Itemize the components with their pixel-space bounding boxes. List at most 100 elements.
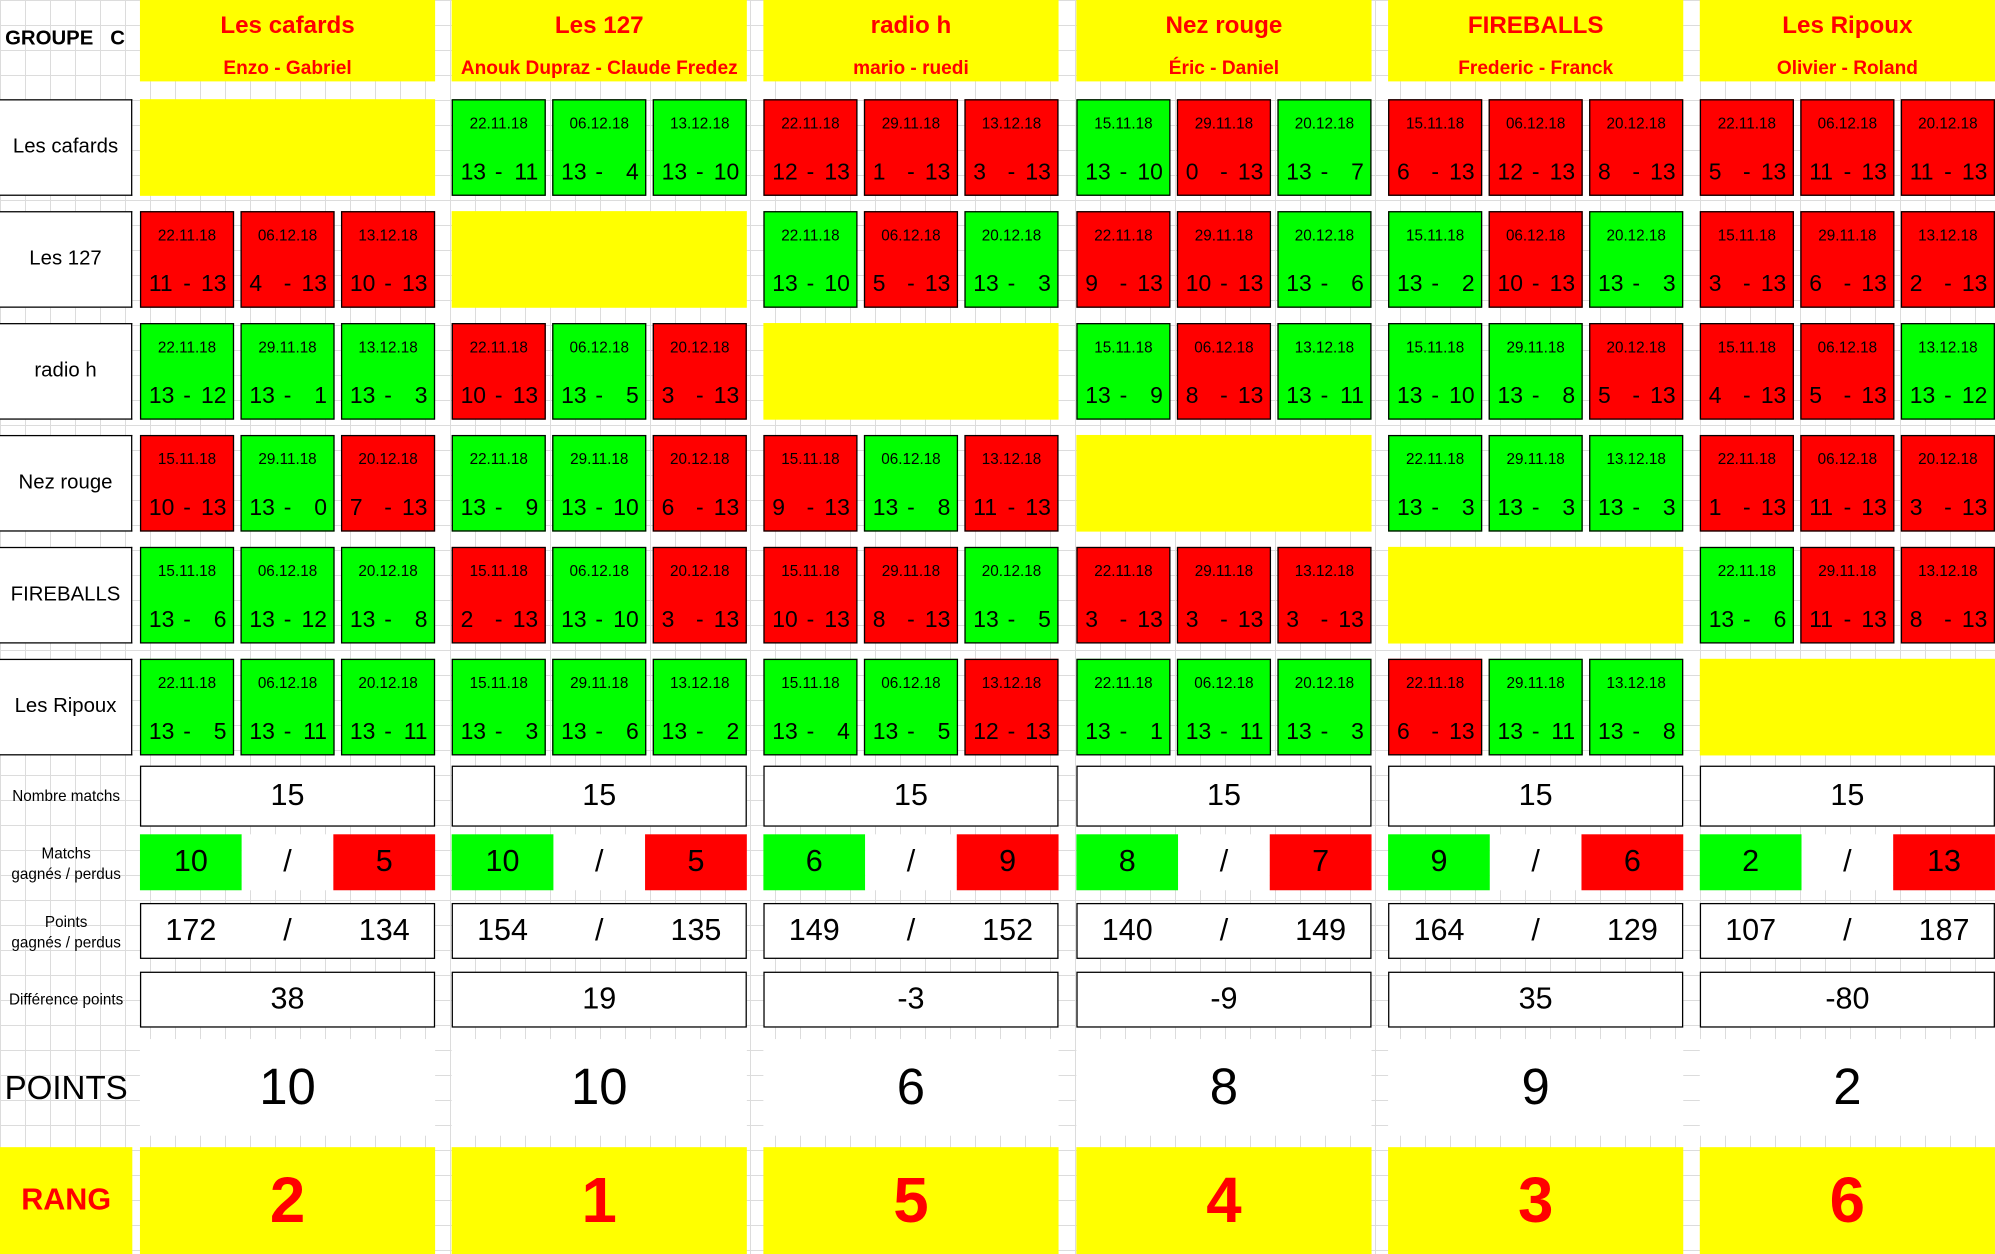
score-home: 13 xyxy=(1396,270,1423,297)
score-home: 12 xyxy=(1497,158,1523,185)
score-away: 13 xyxy=(1861,270,1887,297)
row-label-team: Les Ripoux xyxy=(0,658,133,756)
match-cell: 15.11.18 -13 10 xyxy=(1076,99,1171,196)
score-home: 11 xyxy=(148,270,173,297)
score-separator: - xyxy=(1531,158,1540,185)
match-cell: 22.11.18 -10 13 xyxy=(451,323,546,420)
match-cell: 15.11.18 -13 2 xyxy=(1388,211,1483,308)
match-cell: 15.11.18 -13 10 xyxy=(1388,323,1483,420)
score-home: 12 xyxy=(973,718,999,745)
score-separator: - xyxy=(1531,494,1540,521)
match-date: 22.11.18 xyxy=(469,450,528,469)
nombre-matchs-value: 15 xyxy=(1388,765,1684,827)
score-away: 13 xyxy=(1237,382,1264,409)
team-players: Olivier - Roland xyxy=(1776,57,1918,79)
match-date: 06.12.18 xyxy=(1194,338,1254,357)
score-separator: - xyxy=(1632,158,1640,185)
match-date: 13.12.18 xyxy=(1606,450,1666,469)
score-separator: - xyxy=(1632,718,1640,745)
match-cell: 20.12.18 -13 6 xyxy=(1277,211,1372,308)
score-away: 10 xyxy=(613,606,639,633)
matchs-slash: / xyxy=(553,834,646,891)
match-date: 15.11.18 xyxy=(781,674,840,692)
empty-self-cell xyxy=(1076,434,1372,532)
score-away: 13 xyxy=(924,606,951,633)
match-date: 06.12.18 xyxy=(257,226,318,245)
points-gagnes-value: 164 xyxy=(1413,913,1465,948)
match-cell: 29.11.18 -13 10 xyxy=(552,434,647,532)
score-separator: - xyxy=(1632,382,1640,409)
score-separator: - xyxy=(384,494,392,521)
score-away: 2 xyxy=(1461,270,1475,297)
total-points-value: 10 xyxy=(451,1039,747,1136)
match-cell: 15.11.18 -13 3 xyxy=(451,658,546,756)
points-slash: / xyxy=(906,913,916,948)
score-away: 6 xyxy=(625,718,639,745)
score-away: 3 xyxy=(1662,494,1676,521)
score-home: 13 xyxy=(1286,718,1312,745)
score-home: 11 xyxy=(973,494,998,521)
team-players: Enzo - Gabriel xyxy=(223,57,352,79)
match-date: 20.12.18 xyxy=(981,226,1042,245)
score-separator: - xyxy=(384,606,392,633)
match-date: 15.11.18 xyxy=(1405,226,1465,245)
points-gagnes-value: 107 xyxy=(1725,913,1777,948)
match-date: 06.12.18 xyxy=(569,562,629,580)
match-date: 29.11.18 xyxy=(1194,226,1254,245)
match-date: 06.12.18 xyxy=(881,450,941,469)
score-home: 8 xyxy=(1909,606,1923,633)
score-separator: - xyxy=(907,270,915,297)
match-cell: 06.12.18 -12 13 xyxy=(1488,99,1583,196)
score-separator: - xyxy=(1007,606,1016,633)
score-home: 13 xyxy=(349,382,376,409)
score-home: 13 xyxy=(661,158,688,185)
match-cell: 29.11.18 -13 6 xyxy=(552,658,647,756)
matchs-perdus-value: 13 xyxy=(1893,834,1995,891)
score-separator: - xyxy=(595,382,604,409)
score-home: 11 xyxy=(1909,158,1934,185)
score-home: 13 xyxy=(1396,382,1423,409)
total-points-value: 10 xyxy=(139,1039,436,1136)
team-name: Les Ripoux xyxy=(1782,12,1913,40)
score-home: 13 xyxy=(1085,382,1111,409)
match-cell: 22.11.18 -13 6 xyxy=(1699,546,1794,644)
score-home: 8 xyxy=(1598,158,1611,185)
score-home: 13 xyxy=(661,718,688,745)
match-date: 20.12.18 xyxy=(1294,114,1355,133)
score-away: 3 xyxy=(414,382,428,409)
match-cell: 22.11.18 -13 10 xyxy=(763,211,858,308)
match-cell: 13.12.18 -13 3 xyxy=(1589,434,1684,532)
score-separator: - xyxy=(283,270,292,297)
match-date: 22.11.18 xyxy=(157,226,217,245)
score-away: 13 xyxy=(824,158,850,185)
score-home: 7 xyxy=(349,494,363,521)
score-home: 5 xyxy=(1598,382,1611,409)
match-date: 13.12.18 xyxy=(981,114,1042,133)
row-label-matchs: Matchs gagnés / perdus xyxy=(11,844,121,883)
score-home: 13 xyxy=(561,382,587,409)
score-away: 11 xyxy=(514,158,539,185)
points-gagnes-perdus-box xyxy=(763,902,1059,959)
score-away: 13 xyxy=(1237,606,1264,633)
nombre-matchs-value: 15 xyxy=(451,765,747,827)
score-away: 3 xyxy=(525,718,539,745)
match-date: 22.11.18 xyxy=(1094,226,1153,245)
score-away: 13 xyxy=(1760,494,1787,521)
score-separator: - xyxy=(1220,382,1228,409)
score-separator: - xyxy=(283,718,292,745)
match-cell: 15.11.18 -13 4 xyxy=(763,658,858,756)
difference-points-value: -9 xyxy=(1076,971,1372,1028)
match-cell: 20.12.18 -13 11 xyxy=(340,658,436,756)
match-cell: 22.11.18 -13 12 xyxy=(139,323,235,420)
points-gagnes-value: 154 xyxy=(477,913,529,948)
score-home: 13 xyxy=(148,606,175,633)
score-away: 13 xyxy=(1961,606,1988,633)
empty-self-cell xyxy=(1388,546,1684,644)
score-separator: - xyxy=(1843,494,1852,521)
match-date: 06.12.18 xyxy=(881,674,941,692)
score-separator: - xyxy=(1743,494,1751,521)
score-away: 13 xyxy=(200,270,227,297)
score-away: 13 xyxy=(1961,270,1988,297)
score-separator: - xyxy=(494,158,503,185)
score-separator: - xyxy=(595,606,604,633)
